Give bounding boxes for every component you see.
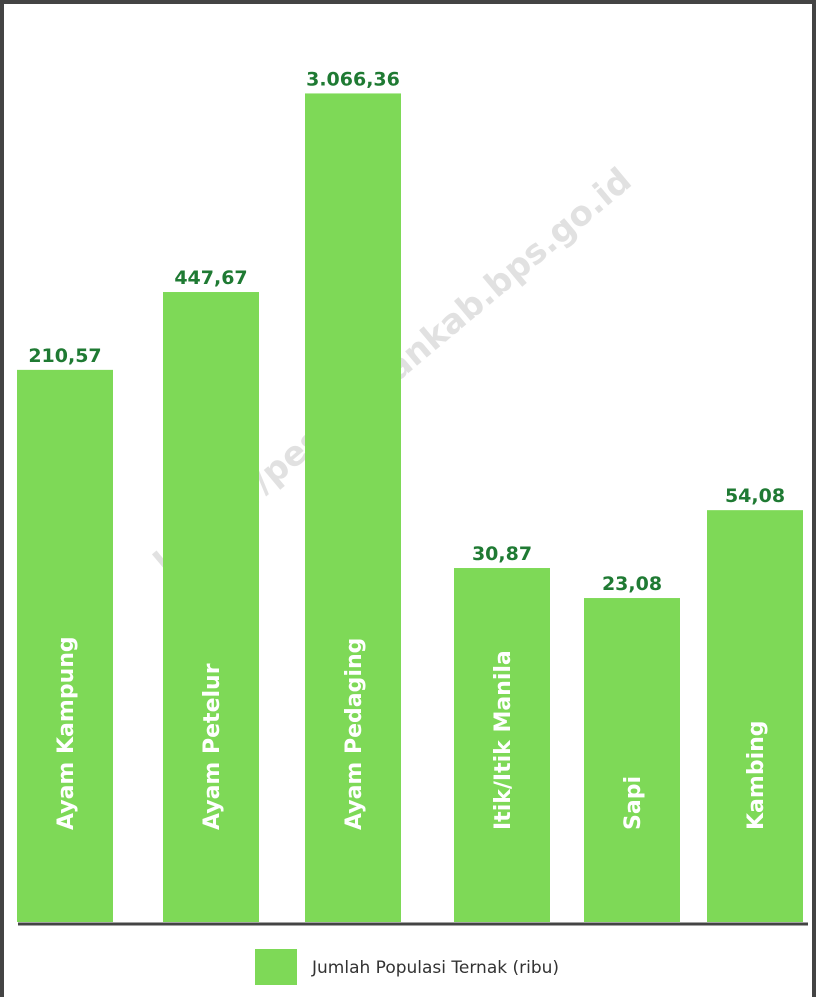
category-label: Sapi bbox=[621, 776, 646, 830]
value-label: 30,87 bbox=[472, 543, 532, 565]
bar bbox=[305, 93, 401, 922]
value-label: 3.066,36 bbox=[306, 68, 400, 90]
value-label: 23,08 bbox=[602, 573, 662, 595]
category-label: Ayam Kampung bbox=[54, 636, 79, 830]
bar bbox=[707, 510, 803, 922]
value-label: 54,08 bbox=[725, 485, 785, 507]
category-label: Itik/Itik Manila bbox=[491, 650, 516, 830]
value-label: 210,57 bbox=[28, 345, 101, 367]
legend-swatch bbox=[255, 949, 297, 985]
category-label: Ayam Pedaging bbox=[342, 638, 367, 830]
category-label: Ayam Petelur bbox=[200, 663, 225, 830]
bar bbox=[454, 568, 550, 922]
category-label: Kambing bbox=[744, 720, 769, 830]
bar bbox=[584, 598, 680, 922]
bar bbox=[17, 369, 113, 922]
value-label: 447,67 bbox=[174, 267, 247, 289]
bar bbox=[163, 292, 259, 922]
legend-label: Jumlah Populasi Ternak (ribu) bbox=[311, 958, 559, 978]
